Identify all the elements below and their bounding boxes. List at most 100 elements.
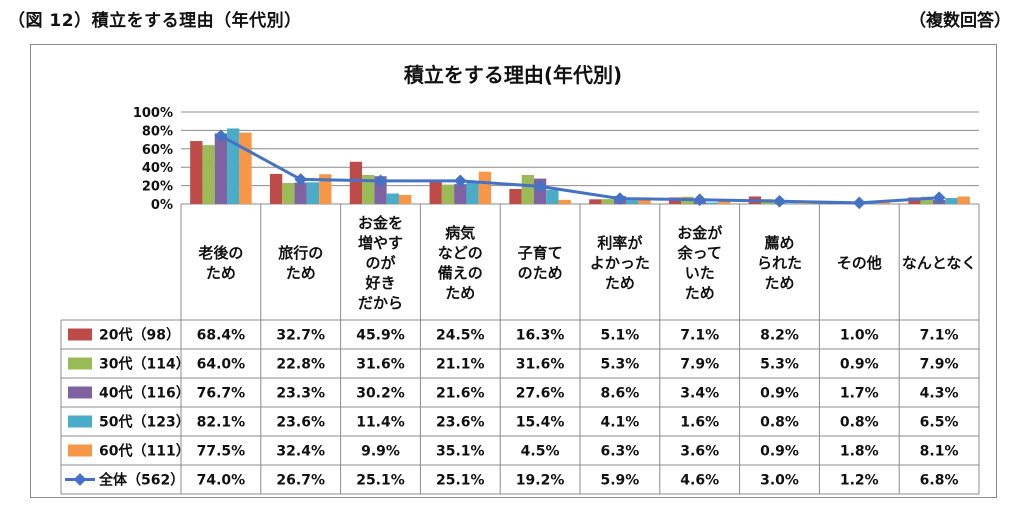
bar <box>239 132 252 204</box>
total-point <box>852 196 866 210</box>
table-cell-value: 45.9% <box>356 328 405 344</box>
table-cell-value: 1.8% <box>840 444 879 460</box>
bar <box>454 184 467 204</box>
table-cell-value: 5.1% <box>600 328 639 344</box>
bar <box>282 183 295 204</box>
table-cell-value: 5.3% <box>760 357 799 373</box>
table-cell-value: 76.7% <box>197 386 246 402</box>
table-cell-value: 3.6% <box>680 444 719 460</box>
legend-label: 50代（123） <box>99 414 190 431</box>
bar <box>441 184 455 204</box>
total-point <box>374 174 387 188</box>
bar <box>865 203 878 204</box>
table-cell-value: 24.5% <box>436 328 485 344</box>
legend-swatch <box>68 386 92 399</box>
table-cell-value: 30.2% <box>356 386 405 402</box>
table-cell-value: 21.6% <box>436 386 485 402</box>
total-point <box>214 129 228 143</box>
table-cell-value: 27.6% <box>516 386 565 402</box>
bar <box>306 182 320 204</box>
table-cell-value: 7.1% <box>920 328 959 344</box>
legend-label: 全体（562） <box>98 472 184 489</box>
table-cell-value: 19.2% <box>516 473 565 489</box>
table-cell-value: 64.0% <box>197 357 246 373</box>
legend-swatch <box>68 444 92 457</box>
x-tick-label: なんとなく <box>902 254 977 272</box>
x-tick-label: お金が余っていたため <box>677 224 724 302</box>
x-tick-label: 旅行のため <box>278 244 323 282</box>
table-cell-value: 16.3% <box>516 328 565 344</box>
bar <box>521 174 534 204</box>
table-cell-value: 31.6% <box>356 357 405 373</box>
table-cell-value: 25.1% <box>436 473 485 489</box>
page-header: （図 12）積立をする理由（年代別） （複数回答） <box>8 6 1011 32</box>
bar <box>920 196 933 204</box>
x-tick-label: お金を増やすのが好きだから <box>358 214 403 312</box>
total-point <box>773 194 786 208</box>
bar <box>386 193 399 204</box>
x-tick-label: 病気などの備えのため <box>438 224 483 302</box>
bar <box>227 128 240 204</box>
x-tick-label: その他 <box>837 254 882 272</box>
bar <box>546 189 559 204</box>
bar <box>214 133 228 204</box>
y-tick-label: 100% <box>133 106 173 121</box>
bar <box>398 194 412 204</box>
total-point <box>533 179 547 193</box>
table-cell-value: 8.1% <box>920 444 959 460</box>
chart-frame: 積立をする理由(年代別) 100% 80% 60% 40% 20% 0% 老後のため 旅行のた… <box>30 44 997 498</box>
table-cell-value: 0.8% <box>840 415 879 431</box>
legend-label: 40代（116） <box>99 385 190 402</box>
table-cell-value: 1.2% <box>840 473 879 489</box>
table-cell-value: 0.9% <box>840 357 879 373</box>
x-tick-label: 老後のため <box>197 244 243 282</box>
bar <box>319 174 332 204</box>
bar <box>349 161 363 204</box>
bar <box>509 189 522 204</box>
bar <box>705 202 719 204</box>
table-cell-value: 25.1% <box>356 473 405 489</box>
bar <box>638 198 651 204</box>
table-cell-value: 23.3% <box>276 386 325 402</box>
figure-label: （図 12）積立をする理由（年代別） <box>8 11 302 31</box>
y-tick-label: 40% <box>142 161 173 176</box>
table-cell-value: 0.8% <box>760 415 799 431</box>
legend-swatch <box>68 357 92 370</box>
table-cell-value: 35.1% <box>436 444 485 460</box>
legend-label: 60代（111） <box>99 443 190 460</box>
chart-svg: 積立をする理由(年代別) 100% 80% 60% 40% 20% 0% 老後のため旅行のた… <box>60 63 980 495</box>
table-cell-value: 3.4% <box>680 386 719 402</box>
table-cell-value: 1.0% <box>840 328 879 344</box>
x-tick-label: 子育てのため <box>518 244 563 282</box>
x-tick-label: 利率がよかったため <box>590 234 650 292</box>
bar <box>466 182 479 204</box>
bar <box>190 141 203 204</box>
bar <box>877 202 891 204</box>
y-tick-label: 20% <box>142 180 173 195</box>
chart-title: 積立をする理由(年代別) <box>404 63 622 87</box>
table-cell-value: 4.5% <box>521 444 560 460</box>
table-cell-value: 23.6% <box>436 415 485 431</box>
total-point <box>294 173 308 186</box>
y-tick-label: 0% <box>151 198 173 213</box>
table-cell-value: 1.6% <box>680 415 719 431</box>
table-cell-value: 32.7% <box>276 328 325 344</box>
table-cell-value: 6.5% <box>920 415 959 431</box>
table-cell-value: 0.9% <box>760 444 799 460</box>
total-point <box>453 174 467 188</box>
table-cell-value: 9.9% <box>361 444 400 460</box>
table-cell-value: 74.0% <box>197 473 246 489</box>
bar <box>558 199 571 204</box>
table-cell-value: 8.2% <box>760 328 799 344</box>
legend-label: 30代（114） <box>99 356 190 373</box>
table-cell-value: 8.6% <box>600 386 639 402</box>
bar <box>294 182 307 204</box>
table-cell-value: 5.3% <box>600 357 639 373</box>
table-cell-value: 5.9% <box>600 473 639 489</box>
bar <box>785 203 798 204</box>
table-cell-value: 0.9% <box>760 386 799 402</box>
table-cell-value: 6.3% <box>600 444 639 460</box>
x-tick-label: 薦められたため <box>757 234 802 292</box>
legend-marker-key <box>73 473 87 486</box>
bar <box>589 199 602 204</box>
